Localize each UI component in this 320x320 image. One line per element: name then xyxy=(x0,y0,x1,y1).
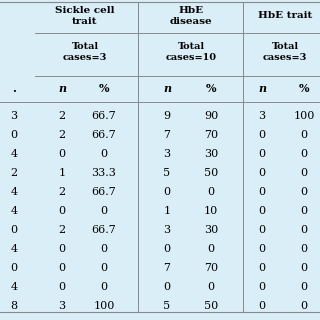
Text: 0: 0 xyxy=(207,282,215,292)
Text: 7: 7 xyxy=(164,130,171,140)
Text: 2: 2 xyxy=(59,130,66,140)
Text: Total
cases=3: Total cases=3 xyxy=(263,42,307,62)
Text: 0: 0 xyxy=(207,187,215,197)
Text: Total
cases=3: Total cases=3 xyxy=(63,42,107,62)
Text: 0: 0 xyxy=(11,263,18,273)
Text: 30: 30 xyxy=(204,225,218,235)
Text: 2: 2 xyxy=(59,187,66,197)
Text: HbE trait: HbE trait xyxy=(258,12,312,20)
Text: 3: 3 xyxy=(11,111,18,121)
Text: 70: 70 xyxy=(204,130,218,140)
Text: 4: 4 xyxy=(11,206,18,216)
Text: 0: 0 xyxy=(259,187,266,197)
Text: 0: 0 xyxy=(300,282,308,292)
Text: n: n xyxy=(258,84,266,94)
Text: 0: 0 xyxy=(100,149,108,159)
Text: 0: 0 xyxy=(259,206,266,216)
Text: 100: 100 xyxy=(293,111,315,121)
Text: 0: 0 xyxy=(300,206,308,216)
Text: 70: 70 xyxy=(204,263,218,273)
Text: 66.7: 66.7 xyxy=(92,187,116,197)
Text: 0: 0 xyxy=(59,244,66,254)
Text: HbE
disease: HbE disease xyxy=(170,6,212,26)
Text: 9: 9 xyxy=(164,111,171,121)
Text: 30: 30 xyxy=(204,149,218,159)
Text: 0: 0 xyxy=(207,244,215,254)
Text: 0: 0 xyxy=(164,187,171,197)
Text: 7: 7 xyxy=(164,263,171,273)
Text: 0: 0 xyxy=(11,225,18,235)
Text: 100: 100 xyxy=(93,301,115,311)
Text: 0: 0 xyxy=(259,282,266,292)
Text: 0: 0 xyxy=(164,282,171,292)
Text: 0: 0 xyxy=(259,149,266,159)
Text: 0: 0 xyxy=(11,130,18,140)
Text: 1: 1 xyxy=(59,168,66,178)
Text: 50: 50 xyxy=(204,301,218,311)
Text: 2: 2 xyxy=(11,168,18,178)
Text: 66.7: 66.7 xyxy=(92,130,116,140)
Text: 0: 0 xyxy=(59,206,66,216)
Text: %: % xyxy=(206,84,216,94)
Text: %: % xyxy=(99,84,109,94)
Text: 0: 0 xyxy=(59,282,66,292)
Text: 0: 0 xyxy=(259,263,266,273)
Text: 0: 0 xyxy=(300,263,308,273)
Text: 0: 0 xyxy=(300,168,308,178)
Text: 3: 3 xyxy=(59,301,66,311)
Text: Sickle cell
trait: Sickle cell trait xyxy=(55,6,115,26)
Text: 0: 0 xyxy=(300,301,308,311)
Text: %: % xyxy=(299,84,309,94)
Text: 0: 0 xyxy=(300,149,308,159)
Text: 50: 50 xyxy=(204,168,218,178)
Text: 4: 4 xyxy=(11,244,18,254)
Text: 3: 3 xyxy=(164,149,171,159)
Text: 0: 0 xyxy=(259,301,266,311)
Text: n: n xyxy=(58,84,66,94)
Text: 1: 1 xyxy=(164,206,171,216)
Text: 0: 0 xyxy=(100,282,108,292)
Text: 66.7: 66.7 xyxy=(92,111,116,121)
Text: 0: 0 xyxy=(100,244,108,254)
Text: 4: 4 xyxy=(11,149,18,159)
Text: 2: 2 xyxy=(59,111,66,121)
Text: 3: 3 xyxy=(259,111,266,121)
Text: 4: 4 xyxy=(11,282,18,292)
Text: 33.3: 33.3 xyxy=(92,168,116,178)
Text: 0: 0 xyxy=(300,244,308,254)
Text: 0: 0 xyxy=(300,130,308,140)
Text: 0: 0 xyxy=(164,244,171,254)
Text: 0: 0 xyxy=(100,263,108,273)
Text: 0: 0 xyxy=(300,187,308,197)
Text: 0: 0 xyxy=(259,244,266,254)
Text: 5: 5 xyxy=(164,168,171,178)
Text: 8: 8 xyxy=(11,301,18,311)
Text: 10: 10 xyxy=(204,206,218,216)
Text: .: . xyxy=(12,84,16,94)
Text: 0: 0 xyxy=(59,263,66,273)
Text: 5: 5 xyxy=(164,301,171,311)
Text: 0: 0 xyxy=(100,206,108,216)
Text: 0: 0 xyxy=(300,225,308,235)
Text: n: n xyxy=(163,84,171,94)
Text: Total
cases=10: Total cases=10 xyxy=(165,42,217,62)
Text: 0: 0 xyxy=(259,130,266,140)
Text: 0: 0 xyxy=(59,149,66,159)
Text: 2: 2 xyxy=(59,225,66,235)
Text: 66.7: 66.7 xyxy=(92,225,116,235)
Text: 0: 0 xyxy=(259,168,266,178)
Text: 3: 3 xyxy=(164,225,171,235)
Text: 90: 90 xyxy=(204,111,218,121)
Text: 0: 0 xyxy=(259,225,266,235)
Text: 4: 4 xyxy=(11,187,18,197)
